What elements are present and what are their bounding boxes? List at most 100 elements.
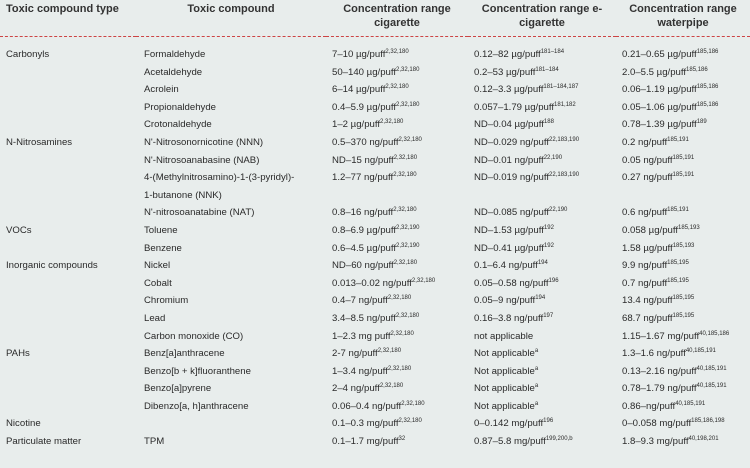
cig-ref-superscript: 2,32,180 xyxy=(387,365,412,372)
wp-text: 0.05 ng/puff xyxy=(622,154,673,166)
ecig-ref-superscript: 181–184 xyxy=(540,48,565,55)
wp-ref-superscript: 40,185,191 xyxy=(696,365,727,372)
compound-text: Nickel xyxy=(144,260,171,272)
cig-ref-superscript: 2,32,180 xyxy=(395,312,420,319)
compound-text: Benz[a]anthracene xyxy=(144,348,225,360)
cig-ref-superscript: 2,32,180 xyxy=(390,330,414,337)
waterpipe-cell: 9.9 ng/puff185,195 xyxy=(616,257,750,275)
compound-type-cell xyxy=(0,310,136,328)
compound-cell: Toluene xyxy=(136,222,326,240)
cig-ref-superscript: 2,32,180 xyxy=(396,101,420,108)
table-row: Carbon monoxide (CO) 1–2.3 mg puff2,32,1… xyxy=(0,328,750,346)
cigarette-cell: 0.8–6.9 µg/puff2,32,190 xyxy=(326,222,468,240)
compound-cell xyxy=(136,415,326,433)
compound-text: TPM xyxy=(144,436,165,448)
table-row: Carbonyls Formaldehyde 7–10 µg/puff2,32,… xyxy=(0,46,750,64)
cig-text: 0.1–1.7 mg/puff xyxy=(332,436,399,448)
compound-type-cell xyxy=(0,328,136,346)
cigarette-cell: 1–2 µg/puff2,32,180 xyxy=(326,116,468,134)
header-compound-type: Toxic compound type xyxy=(6,3,119,15)
compound-cell: Lead xyxy=(136,310,326,328)
cigarette-cell: 50–140 µg/puff2,32,180 xyxy=(326,64,468,82)
cig-ref-superscript: 2,32,180 xyxy=(385,48,409,55)
compound-cell: Cobalt xyxy=(136,275,326,293)
compound-cell: Propionaldehyde xyxy=(136,99,326,117)
wp-ref-superscript: 185,191 xyxy=(667,207,689,214)
wp-ref-superscript: 185,193 xyxy=(672,242,695,249)
compound-cell: Benzo[a]pyrene xyxy=(136,380,326,398)
wp-text: 0.2 ng/puff xyxy=(622,136,668,148)
table-row: N'-nitrosoanatabine (NAT) 0.8–16 ng/puff… xyxy=(0,204,750,222)
ecig-ref-superscript: 22,190 xyxy=(543,154,563,161)
compound-cell: Benzene xyxy=(136,240,326,258)
compound-type-cell: Carbonyls xyxy=(0,46,136,64)
table-row: Chromium 0.4–7 ng/puff2,32,180 0.05–9 ng… xyxy=(0,292,750,310)
e-cigarette-cell: 0.12–82 µg/puff181–184 xyxy=(468,46,616,64)
cig-text: ND–60 ng/puff xyxy=(332,260,394,272)
ecig-ref-superscript: 22,190 xyxy=(549,207,568,214)
waterpipe-cell: 0.78–1.79 ng/puff40,185,191 xyxy=(616,380,750,398)
cigarette-cell: 0.013–0.02 ng/puff2,32,180 xyxy=(326,275,468,293)
waterpipe-cell: 1.58 µg/puff185,193 xyxy=(616,240,750,258)
toxic-compounds-table: Toxic compound type Toxic compound Conce… xyxy=(0,0,750,451)
waterpipe-cell: 0.05 ng/puff185,191 xyxy=(616,152,750,170)
e-cigarette-cell xyxy=(468,187,616,205)
header-e-cigarette: Concentration range e-cigarette xyxy=(481,3,603,29)
table-header-row: Toxic compound type Toxic compound Conce… xyxy=(0,0,750,37)
e-cigarette-cell: 0–0.142 mg/puff196 xyxy=(468,415,616,433)
ecig-text: ND–0.41 µg/puff xyxy=(474,242,544,254)
compound-cell: TPM xyxy=(136,433,326,451)
compound-type-cell xyxy=(0,187,136,205)
compound-type-cell xyxy=(0,116,136,134)
waterpipe-cell xyxy=(616,187,750,205)
compound-text: N'-Nitrosoanabasine (NAB) xyxy=(144,154,260,166)
e-cigarette-cell: 0.12–3.3 µg/puff181–184,187 xyxy=(468,81,616,99)
waterpipe-cell: 68.7 ng/puff185,195 xyxy=(616,310,750,328)
table-row: Particulate matter TPM 0.1–1.7 mg/puff32… xyxy=(0,433,750,451)
compound-cell: N'-nitrosoanatabine (NAT) xyxy=(136,204,326,222)
waterpipe-cell: 0.2 ng/puff185,191 xyxy=(616,134,750,152)
ecig-ref-superscript: 188 xyxy=(543,119,554,126)
waterpipe-cell: 0.05–1.06 µg/puff185,186 xyxy=(616,99,750,117)
table-row: VOCs Toluene 0.8–6.9 µg/puff2,32,190 ND–… xyxy=(0,222,750,240)
ecig-text: ND–0.04 µg/puff xyxy=(474,119,544,131)
ecig-text: ND–0.029 ng/puff xyxy=(474,136,550,148)
wp-ref-superscript: 185,195 xyxy=(672,312,695,319)
cigarette-cell: 0.4–5.9 µg/puff2,32,180 xyxy=(326,99,468,117)
wp-text: 0.6 ng/puff xyxy=(622,207,668,219)
compound-text: Cobalt xyxy=(144,277,172,289)
cig-text: 0.013–0.02 ng/puff xyxy=(332,277,412,289)
cigarette-cell: 0.8–16 ng/puff2,32,180 xyxy=(326,204,468,222)
compound-type-cell: N-Nitrosamines xyxy=(0,134,136,152)
compound-cell: Benz[a]anthracene xyxy=(136,345,326,363)
ecig-text: Not applicable xyxy=(474,400,535,412)
table-body: Carbonyls Formaldehyde 7–10 µg/puff2,32,… xyxy=(0,37,750,451)
waterpipe-cell: 1.3–1.6 ng/puff40,185,191 xyxy=(616,345,750,363)
waterpipe-cell: 0.21–0.65 µg/puff185,186 xyxy=(616,46,750,64)
ecig-text: Not applicable xyxy=(474,348,535,360)
table-row: Nicotine 0.1–0.3 mg/puff2,32,180 0–0.142… xyxy=(0,415,750,433)
compound-cell: Nickel xyxy=(136,257,326,275)
compound-type-cell: Particulate matter xyxy=(0,433,136,451)
cig-text: 0.6–4.5 µg/puff xyxy=(332,242,397,254)
table-row: Propionaldehyde 0.4–5.9 µg/puff2,32,180 … xyxy=(0,99,750,117)
wp-text: 1.58 µg/puff xyxy=(622,242,673,254)
wp-text: 0.27 ng/puff xyxy=(622,172,673,184)
ecig-ref-superscript: a xyxy=(534,383,539,390)
waterpipe-cell: 0.13–2.16 ng/puff40,185,191 xyxy=(616,363,750,381)
table-row: Cobalt 0.013–0.02 ng/puff2,32,180 0.05–0… xyxy=(0,275,750,293)
ecig-text: ND–0.085 ng/puff xyxy=(474,207,550,219)
cig-ref-superscript: 2,32,180 xyxy=(380,119,404,126)
wp-text: 0.78–1.79 ng/puff xyxy=(622,383,697,395)
compound-cell: Acetaldehyde xyxy=(136,64,326,82)
wp-text: 0.86–ng/puff xyxy=(622,400,676,412)
compound-cell: Crotonaldehyde xyxy=(136,116,326,134)
cigarette-cell: 2-7 ng/puff2,32,180 xyxy=(326,345,468,363)
compound-cell: Benzo[b + k]fluoranthene xyxy=(136,363,326,381)
ecig-ref-superscript: a xyxy=(534,347,539,354)
cigarette-cell: 3.4–8.5 ng/puff2,32,180 xyxy=(326,310,468,328)
ecig-ref-superscript: 22,183,190 xyxy=(549,171,580,178)
e-cigarette-cell: 0.057–1.79 µg/puff181,182 xyxy=(468,99,616,117)
compound-text: Toluene xyxy=(144,224,178,236)
